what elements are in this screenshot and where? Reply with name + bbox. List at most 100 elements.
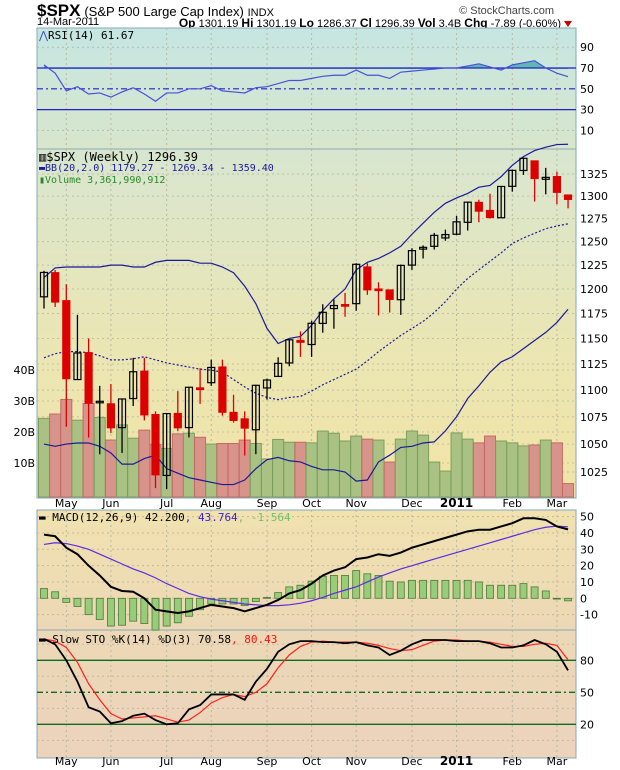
chart-title: $SPX (S&P 500 Large Cap Index) INDX — [37, 1, 274, 21]
macd-histogram-bar — [385, 580, 394, 599]
open-value: 1301.19 — [198, 18, 239, 30]
candle-body — [374, 288, 383, 292]
macd-histogram-bar — [396, 581, 405, 599]
month-label: Nov — [345, 755, 367, 768]
candle-body — [307, 322, 316, 346]
rsi-axis-label: 10 — [580, 124, 594, 137]
macd-histogram-bar — [51, 591, 60, 599]
macd-histogram-bar — [196, 597, 205, 611]
macd-histogram-bar — [363, 573, 372, 599]
volume-bars-icon: ▮ — [39, 175, 46, 186]
volume-bar — [350, 435, 363, 498]
candle-body — [62, 300, 71, 380]
price-axis-label: 1275 — [580, 213, 608, 226]
volume-bar — [261, 458, 273, 498]
macd-axis-label: -10 — [580, 609, 598, 622]
volume-bar — [127, 437, 140, 498]
candle-body — [340, 304, 350, 307]
symbol-name: (S&P 500 Large Cap Index) — [84, 4, 244, 19]
sto-k-line — [43, 638, 569, 726]
change-label: Chg — [464, 16, 488, 30]
volume-bar — [339, 440, 352, 498]
candle-body — [51, 272, 60, 303]
macd-histogram-bar — [251, 597, 260, 602]
candle-body — [73, 352, 82, 381]
price-axis-label: 1325 — [580, 168, 608, 181]
sto-d-value: , 80.43 — [231, 633, 278, 646]
candle-body — [106, 403, 116, 429]
candle-body — [385, 289, 394, 300]
macd-histogram-bar — [564, 597, 572, 602]
candle-body — [530, 160, 539, 180]
macd-histogram-bar — [229, 597, 238, 605]
close-label: Cl — [359, 16, 372, 30]
price-axis-label: 1175 — [580, 307, 608, 320]
volume-bar — [562, 483, 575, 498]
bb-upper-line — [43, 143, 569, 345]
volume-bar — [472, 442, 485, 498]
macd-histogram-bar — [307, 580, 316, 599]
sto-panel — [36, 629, 577, 759]
volume-value: 3.4B — [438, 18, 462, 30]
price-axis-label: 1125 — [580, 358, 608, 371]
month-label: Oct — [302, 755, 322, 768]
quote-date: 14-Mar-2011 — [37, 16, 100, 28]
month-label: Jun — [101, 497, 119, 510]
price-axis-label: 1200 — [580, 283, 608, 296]
macd-histogram-bar — [553, 597, 561, 600]
sto-legend: ▬ Slow STO %K(14) %D(3) 70.58, 80.43 — [39, 633, 277, 646]
month-label: Jun — [101, 755, 119, 768]
macd-histogram-bar — [84, 597, 93, 616]
candle-body — [151, 413, 160, 476]
bb-legend: ▬BB(20,2.0) 1179.27 - 1269.34 - 1359.40 — [39, 163, 274, 174]
volume-bar — [383, 461, 396, 498]
change-value: -7.89 (-0.60%) — [490, 18, 561, 30]
volume-legend-text: Volume 3,361,990,912 — [45, 175, 166, 186]
macd-histogram-bar — [486, 584, 494, 599]
candle-body — [296, 339, 305, 343]
macd-histogram-bar — [263, 597, 271, 599]
volume-bar — [405, 430, 418, 498]
candle-body — [497, 185, 506, 219]
macd-histogram-value: , -1.564 — [237, 511, 291, 524]
candle-body — [196, 387, 205, 391]
low-label: Lo — [299, 16, 314, 30]
month-label: Jul — [159, 755, 173, 768]
volume-bar — [38, 417, 50, 498]
volume-axis-label: 20B — [13, 426, 35, 439]
candle-body — [430, 234, 439, 247]
month-label: Oct — [302, 497, 322, 510]
macd-histogram-bar — [452, 579, 461, 599]
price-axis-label: 1250 — [580, 236, 608, 249]
month-label: Aug — [201, 755, 222, 768]
macd-histogram-bar — [408, 579, 416, 599]
macd-histogram-bar — [474, 581, 483, 599]
candle-body — [396, 264, 405, 301]
volume-bar — [104, 439, 117, 498]
volume-bar — [528, 444, 541, 498]
volume-bar — [484, 435, 496, 498]
macd-histogram-bar — [374, 575, 383, 599]
volume-axis-label: 10B — [13, 457, 35, 470]
macd-histogram-bar — [185, 597, 193, 617]
volume-axis-label: 30B — [13, 395, 35, 408]
price-axis-label: 1075 — [580, 411, 608, 424]
macd-signal-line — [43, 525, 569, 607]
price-legend-text: $SPX (Weekly) 1296.39 — [46, 150, 198, 164]
rsi-icon: ⋀ — [39, 29, 49, 42]
volume-bar — [316, 430, 329, 498]
candle-body — [84, 352, 93, 404]
quote-values: Op 1301.19 Hi 1301.19 Lo 1286.37 Cl 1296… — [179, 16, 572, 30]
candle-body — [129, 371, 138, 400]
macd-histogram-bar — [341, 575, 349, 599]
candle-body — [162, 412, 171, 477]
sto-k-value: Slow STO %K(14) %D(3) 70.58 — [52, 633, 232, 646]
volume-bar — [283, 441, 296, 498]
volume-label: Vol — [417, 16, 436, 30]
macd-histogram-bar — [173, 597, 182, 624]
candle-body — [552, 176, 562, 193]
month-label: May — [55, 755, 78, 768]
candle-body — [173, 412, 182, 429]
macd-signal-value: , 43.764 — [184, 511, 238, 524]
